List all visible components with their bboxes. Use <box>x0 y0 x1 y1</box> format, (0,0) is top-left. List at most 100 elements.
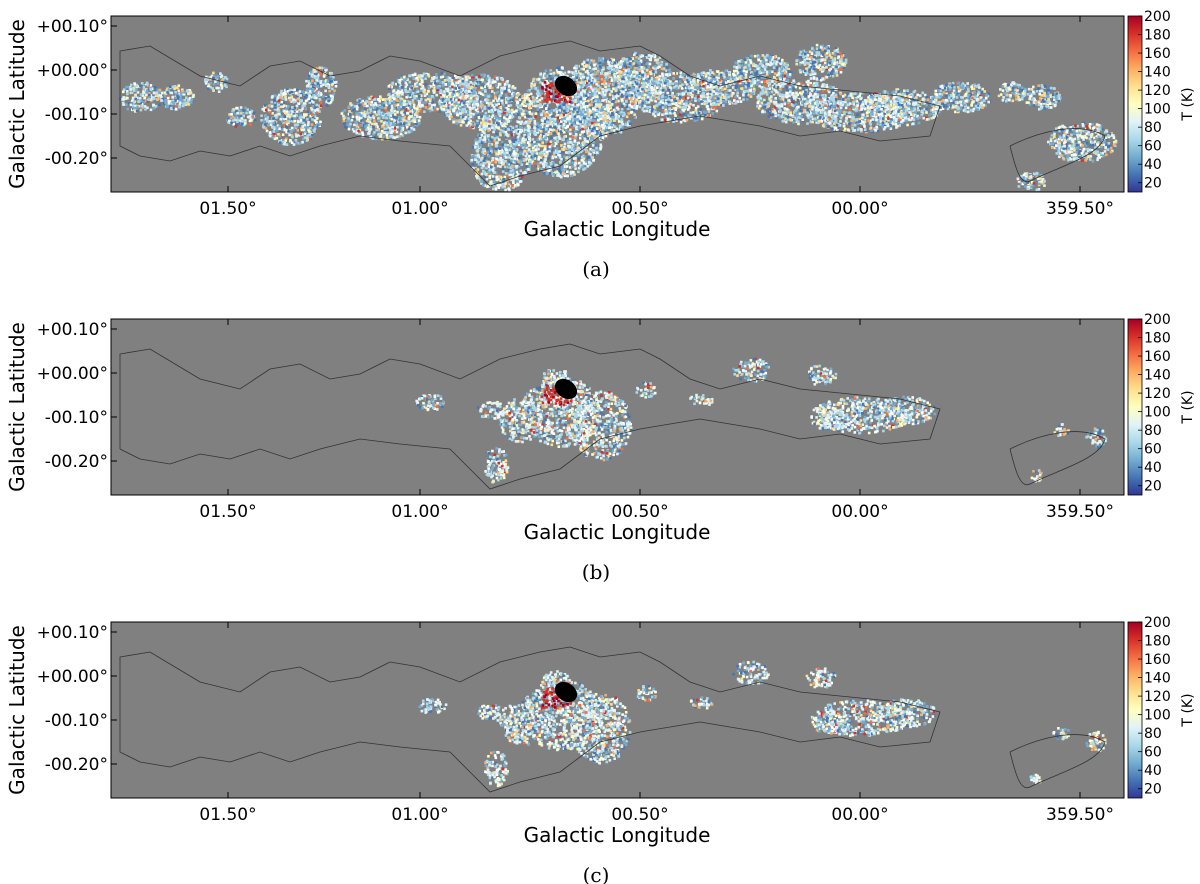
temperature-pixel <box>346 119 349 123</box>
temperature-pixel <box>133 89 137 92</box>
temperature-pixel <box>439 99 442 102</box>
temperature-pixel <box>586 165 589 168</box>
temperature-pixel <box>487 165 491 169</box>
temperature-pixel <box>334 84 338 88</box>
temperature-pixel <box>496 85 500 88</box>
temperature-pixel <box>368 121 372 124</box>
temperature-pixel <box>496 173 499 177</box>
temperature-pixel <box>533 122 537 125</box>
temperature-pixel <box>178 106 181 110</box>
temperature-pixel <box>296 95 299 99</box>
temperature-pixel <box>278 141 282 144</box>
temperature-pixel <box>491 107 495 110</box>
temperature-pixel <box>457 112 461 115</box>
temperature-pixel <box>471 154 474 158</box>
temperature-pixel <box>421 85 424 88</box>
temperature-pixel <box>133 82 136 85</box>
temperature-pixel <box>225 85 228 89</box>
temperature-pixel <box>461 83 465 86</box>
temperature-pixel <box>497 123 500 126</box>
temperature-pixel <box>555 110 559 113</box>
temperature-pixel <box>448 81 451 85</box>
temperature-pixel <box>539 102 542 105</box>
temperature-pixel <box>340 112 344 115</box>
temperature-pixel <box>566 174 569 178</box>
temperature-pixel <box>467 121 471 125</box>
temperature-pixel <box>398 116 402 120</box>
temperature-pixel <box>507 168 511 172</box>
temperature-pixel <box>488 81 491 84</box>
temperature-pixel <box>516 155 520 159</box>
temperature-pixel <box>594 149 598 153</box>
temperature-pixel <box>435 73 438 76</box>
temperature-pixel <box>136 96 139 100</box>
temperature-pixel <box>479 100 483 104</box>
temperature-pixel <box>441 97 445 101</box>
temperature-pixel <box>186 90 189 93</box>
temperature-pixel <box>122 90 125 94</box>
temperature-pixel <box>523 127 527 131</box>
temperature-pixel <box>379 115 383 118</box>
temperature-pixel <box>476 149 479 152</box>
temperature-pixel <box>147 98 150 101</box>
temperature-pixel <box>493 137 497 140</box>
temperature-pixel <box>530 82 533 85</box>
temperature-pixel <box>545 107 548 110</box>
temperature-pixel <box>488 152 492 155</box>
temperature-pixel <box>275 129 278 132</box>
temperature-pixel <box>431 77 435 80</box>
temperature-pixel <box>122 88 126 91</box>
temperature-pixel <box>263 109 266 113</box>
temperature-pixel <box>482 125 486 129</box>
temperature-pixel <box>128 86 132 90</box>
temperature-pixel <box>372 125 375 129</box>
temperature-pixel <box>462 110 465 113</box>
temperature-pixel <box>500 140 504 144</box>
temperature-pixel <box>414 91 417 94</box>
temperature-pixel <box>536 100 539 103</box>
temperature-pixel <box>443 90 446 93</box>
temperature-pixel <box>290 126 294 130</box>
temperature-pixel <box>411 125 415 129</box>
temperature-pixel <box>476 168 480 171</box>
temperature-pixel <box>126 89 129 93</box>
temperature-pixel <box>381 125 385 129</box>
temperature-pixel <box>499 180 503 183</box>
temperature-pixel <box>284 139 287 142</box>
temperature-pixel <box>178 100 182 103</box>
temperature-pixel <box>477 107 480 110</box>
temperature-pixel <box>307 97 311 101</box>
temperature-pixel <box>470 158 473 162</box>
temperature-pixel <box>349 113 352 116</box>
temperature-pixel <box>520 175 524 179</box>
temperature-pixel <box>581 165 585 168</box>
temperature-pixel <box>582 154 585 158</box>
temperature-pixel <box>462 101 466 105</box>
temperature-pixel <box>534 130 538 133</box>
temperature-pixel <box>443 102 446 106</box>
temperature-pixel <box>135 88 138 92</box>
temperature-pixel <box>378 105 382 109</box>
temperature-pixel <box>286 90 290 93</box>
temperature-pixel <box>394 98 397 101</box>
temperature-pixel <box>455 119 458 123</box>
temperature-pixel <box>401 76 405 79</box>
temperature-pixel <box>281 138 285 142</box>
temperature-pixel <box>555 129 558 133</box>
temperature-pixel <box>178 104 182 108</box>
temperature-pixel <box>372 133 375 136</box>
temperature-pixel <box>322 80 325 84</box>
temperature-pixel <box>540 133 543 137</box>
temperature-pixel <box>544 121 548 125</box>
temperature-pixel <box>360 100 363 104</box>
temperature-pixel <box>518 159 522 162</box>
temperature-pixel <box>537 158 540 161</box>
temperature-pixel <box>362 103 366 106</box>
temperature-pixel <box>406 127 409 130</box>
temperature-pixel <box>342 120 346 123</box>
temperature-pixel <box>539 72 543 76</box>
temperature-pixel <box>399 102 402 105</box>
temperature-pixel <box>476 176 479 180</box>
temperature-pixel <box>537 155 541 159</box>
temperature-pixel <box>310 123 314 126</box>
